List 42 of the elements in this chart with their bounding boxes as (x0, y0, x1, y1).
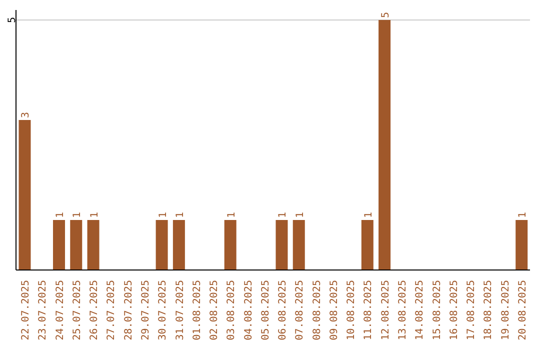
x-tick-label: 03.08.2025 (226, 280, 238, 340)
x-tick-label: 25.07.2025 (72, 280, 83, 340)
data-label: 1 (226, 212, 238, 218)
x-tick-label: 31.07.2025 (174, 280, 186, 340)
x-tick-label: 11.08.2025 (363, 280, 374, 340)
x-tick-label: 06.08.2025 (278, 280, 289, 340)
data-label: 1 (158, 212, 169, 218)
x-tick-label: 04.08.2025 (243, 280, 254, 340)
x-tick-label: 30.07.2025 (158, 280, 169, 340)
x-tick-label: 20.08.2025 (517, 280, 528, 340)
x-tick-label: 27.07.2025 (106, 280, 118, 340)
x-tick-label: 01.08.2025 (192, 280, 203, 340)
x-tick-label: 10.08.2025 (346, 280, 358, 340)
data-label: 1 (174, 212, 186, 218)
x-tick-label: 19.08.2025 (500, 280, 512, 340)
x-tick-label: 26.07.2025 (89, 280, 100, 340)
data-label: 1 (294, 212, 306, 218)
data-label: 1 (278, 212, 289, 218)
x-tick-label: 13.08.2025 (398, 280, 408, 340)
x-tick-label: 12.08.2025 (380, 280, 392, 340)
x-tick-label: 23.07.2025 (38, 280, 49, 340)
x-tick-label: 15.08.2025 (432, 280, 443, 340)
x-tick-label: 24.07.2025 (54, 280, 66, 340)
x-tick-label: 05.08.2025 (260, 280, 272, 340)
x-tick-label: 07.08.2025 (294, 280, 306, 340)
x-tick-label: 02.08.2025 (209, 280, 220, 340)
x-tick-label: 16.08.2025 (448, 280, 460, 340)
x-tick-label: 08.08.2025 (312, 280, 323, 340)
x-tick-label: 17.08.2025 (466, 280, 478, 340)
x-tick-label: 18.08.2025 (483, 280, 494, 340)
data-label: 5 (380, 12, 392, 18)
data-label: 1 (72, 212, 84, 218)
data-label: 1 (89, 212, 100, 218)
x-tick-label: 14.08.2025 (414, 280, 426, 340)
data-label: 1 (518, 212, 529, 218)
x-tick-label: 28.07.2025 (123, 280, 134, 340)
x-tick-label: 29.07.2025 (140, 280, 152, 340)
data-label: 3 (20, 112, 32, 118)
x-tick-label: 22.07.2025 (20, 280, 32, 340)
data-label: 1 (363, 212, 374, 218)
x-tick-label: 09.08.2025 (328, 280, 340, 340)
data-label: 1 (55, 212, 66, 218)
